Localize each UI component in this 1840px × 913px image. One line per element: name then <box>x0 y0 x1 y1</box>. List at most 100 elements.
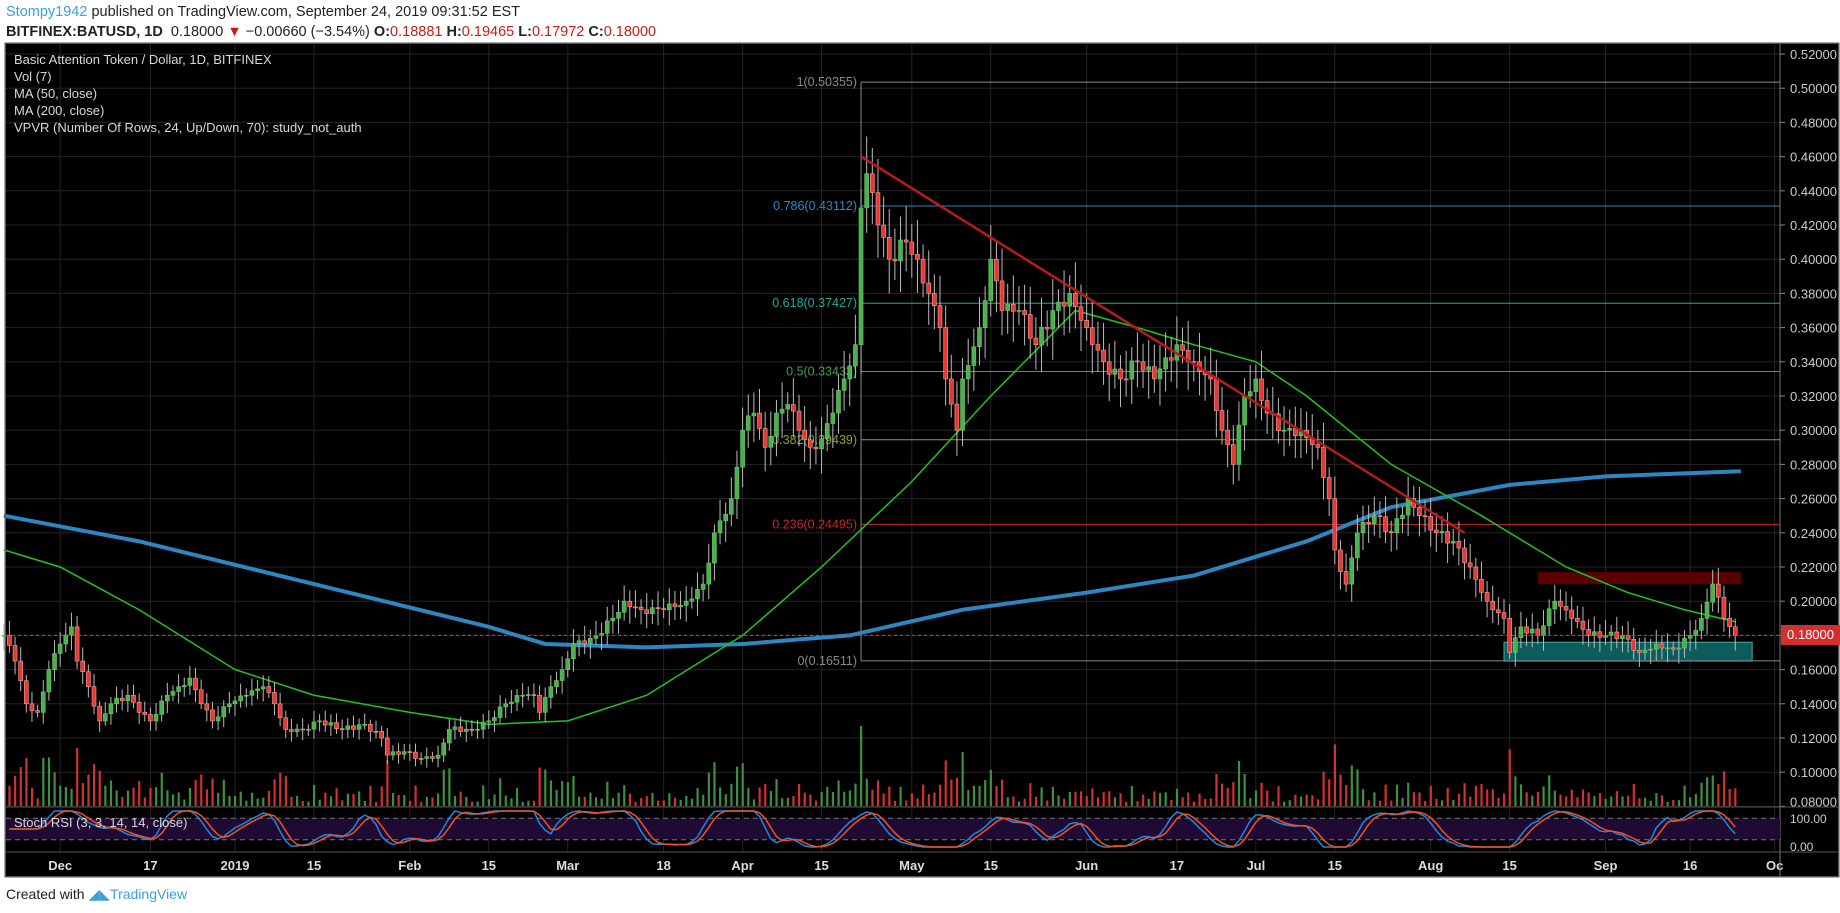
volume-bar <box>87 774 90 806</box>
legend-ma200[interactable]: MA (200, close) <box>14 103 105 118</box>
volume-bar <box>1249 798 1252 806</box>
volume-bar <box>786 797 789 806</box>
volume-bar <box>1204 798 1207 806</box>
candle <box>193 677 198 691</box>
candle <box>480 721 486 730</box>
candle <box>960 378 965 431</box>
volume-bar <box>1621 796 1624 806</box>
candle <box>1095 344 1101 351</box>
high-label: H: <box>446 24 462 40</box>
volume-bar <box>76 747 79 806</box>
candle <box>1439 531 1445 534</box>
volume-bar <box>1395 784 1399 806</box>
tradingview-link[interactable]: TradingView <box>110 886 188 902</box>
legend-ma50[interactable]: MA (50, close) <box>14 86 98 101</box>
volume-bar <box>358 791 361 806</box>
candle <box>136 701 142 713</box>
ma200-line <box>3 469 1741 650</box>
tradingview-logo-icon: ◢◣ <box>88 886 111 902</box>
candle <box>1 635 7 637</box>
volume-bar <box>1525 792 1528 806</box>
candle <box>469 729 475 731</box>
candle <box>35 710 40 713</box>
candle <box>289 729 294 732</box>
candle <box>1501 612 1507 619</box>
volume-bar <box>578 796 581 806</box>
volume-bar <box>1181 797 1184 806</box>
candle <box>1552 600 1558 610</box>
candle <box>881 224 886 238</box>
candle <box>1157 368 1163 380</box>
candle <box>1039 326 1044 345</box>
candle <box>965 365 971 380</box>
volume-bar <box>1604 798 1607 806</box>
volume-bar <box>1271 801 1274 806</box>
legend-stoch-rsi[interactable]: Stoch RSI (3, 3, 14, 14, close) <box>14 815 188 830</box>
volume-bar <box>1063 798 1066 806</box>
x-tick-label: 15 <box>307 858 321 873</box>
candle <box>898 239 903 262</box>
x-tick-label: Sep <box>1594 858 1618 873</box>
volume-bar <box>1734 788 1737 806</box>
open-value: 0.18881 <box>390 24 443 40</box>
candle <box>1044 326 1050 330</box>
candle <box>1467 562 1473 568</box>
y-tick-label: 0.28000 <box>1790 457 1837 472</box>
candle <box>80 660 86 673</box>
volume-bar <box>1429 785 1432 806</box>
author-link[interactable]: Stompy1942 <box>6 4 88 20</box>
volume-bar <box>978 785 981 806</box>
x-tick-label: Mar <box>556 858 579 873</box>
candle <box>1625 635 1631 640</box>
volume-bar <box>155 787 158 806</box>
volume-bar <box>14 775 17 806</box>
volume-bar <box>1209 798 1212 806</box>
candle <box>610 617 616 622</box>
candle <box>1230 444 1236 465</box>
candle <box>717 520 723 534</box>
volume-bar <box>132 787 135 806</box>
volume-bar <box>865 778 868 806</box>
volume-bar <box>611 798 615 806</box>
candle <box>729 498 734 515</box>
y-tick-label: 0.38000 <box>1790 286 1837 301</box>
fib-level-label: 1(0.50355) <box>797 75 857 89</box>
y-tick-label: 0.10000 <box>1790 765 1837 780</box>
volume-bar <box>194 779 197 806</box>
volume-bar <box>414 785 417 806</box>
volume-bar <box>1153 791 1156 806</box>
candle <box>695 589 700 600</box>
candle <box>644 609 650 614</box>
candle <box>181 685 187 688</box>
volume-bar <box>521 801 524 806</box>
legend-vpvr[interactable]: VPVR (Number Of Rows, 24, Up/Down, 70): … <box>14 120 362 135</box>
candle <box>627 600 633 608</box>
volume-bar <box>1074 791 1077 806</box>
candle <box>108 703 114 714</box>
candle <box>661 608 666 611</box>
candle <box>1084 320 1089 328</box>
volume-bar <box>792 795 795 806</box>
candle <box>1152 366 1157 380</box>
volume-bar <box>843 791 846 806</box>
volume-bar <box>465 796 468 806</box>
close-label: C: <box>588 24 604 40</box>
candle <box>1287 428 1292 431</box>
volume-bar <box>1728 789 1731 806</box>
candle <box>458 726 463 732</box>
candle <box>774 412 779 437</box>
legend-volume[interactable]: Vol (7) <box>14 69 52 84</box>
low-label: L: <box>518 24 532 40</box>
volume-bar <box>1294 794 1297 806</box>
volume-bar <box>1689 797 1692 806</box>
candle <box>858 207 864 345</box>
volume-bar <box>967 790 970 806</box>
candle <box>441 742 446 756</box>
candle <box>187 677 193 686</box>
volume-bar <box>1328 779 1331 806</box>
candle <box>1665 647 1670 650</box>
volume-bar <box>1119 793 1122 806</box>
volume-bar <box>1288 800 1291 806</box>
volume-bar <box>1576 797 1579 806</box>
